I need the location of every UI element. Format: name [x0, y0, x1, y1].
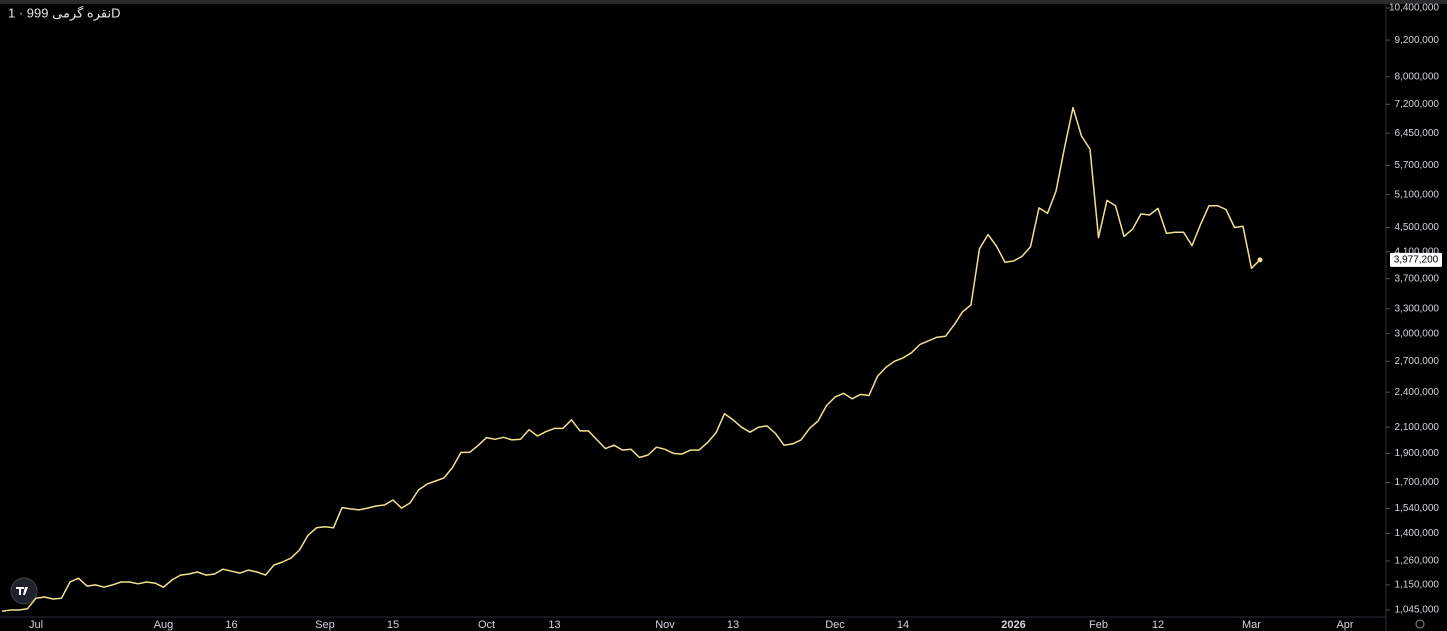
- chart-title: نقره گرمی 999 · 1D: [8, 5, 120, 21]
- x-tick-label: Feb: [1089, 619, 1108, 631]
- x-tick-label: 13: [548, 619, 560, 631]
- y-tick-label: 3,300,000: [1395, 303, 1440, 314]
- y-tick-label: 1,700,000: [1395, 477, 1440, 488]
- x-tick-label: Mar: [1242, 619, 1261, 631]
- y-tick-label: 10,400,000: [1389, 3, 1439, 14]
- logo-mark[interactable]: [16, 587, 28, 595]
- y-tick-label: 7,200,000: [1395, 99, 1440, 110]
- x-tick-label: Jul: [29, 619, 43, 631]
- y-tick-label: 1,260,000: [1395, 556, 1440, 567]
- y-tick-label: 1,540,000: [1395, 503, 1440, 514]
- y-tick-label: 1,400,000: [1395, 528, 1440, 539]
- y-tick-label: 8,000,000: [1395, 71, 1440, 82]
- y-tick-label: 2,100,000: [1395, 422, 1440, 433]
- x-tick-label: 13: [727, 619, 739, 631]
- x-tick-label: Apr: [1336, 619, 1353, 631]
- x-tick-label: 2026: [1001, 619, 1025, 631]
- y-tick-label: 1,150,000: [1395, 580, 1440, 591]
- last-point: [1257, 257, 1263, 263]
- y-tick-label: 5,700,000: [1395, 160, 1440, 171]
- x-tick-label: Dec: [825, 619, 845, 631]
- y-tick-label: 3,700,000: [1395, 273, 1440, 284]
- top-strip: [0, 0, 1447, 4]
- y-tick-label: 6,450,000: [1395, 128, 1440, 139]
- y-tick-label: 1,900,000: [1395, 448, 1440, 459]
- x-tick-label: Sep: [315, 619, 335, 631]
- x-tick-label: Aug: [154, 619, 174, 631]
- last-price-label: 3,977,200: [1394, 254, 1439, 265]
- x-tick-label: Nov: [655, 619, 675, 631]
- y-tick-label: 4,500,000: [1395, 222, 1440, 233]
- x-tick-label: 12: [1152, 619, 1164, 631]
- x-tick-label: 15: [387, 619, 399, 631]
- last-price-badge: [1390, 252, 1442, 267]
- y-tick-label: 1,045,000: [1395, 605, 1440, 616]
- tv-logo[interactable]: [10, 577, 38, 605]
- settings-gear[interactable]: [1415, 619, 1425, 629]
- price-line: [1, 106, 1261, 613]
- y-tick-label: 3,000,000: [1395, 328, 1440, 339]
- y-tick-label: 2,400,000: [1395, 387, 1440, 398]
- y-tick-label: 9,200,000: [1395, 35, 1440, 46]
- y-tick-label: 2,700,000: [1395, 356, 1440, 367]
- settings-icon[interactable]: [1415, 619, 1425, 629]
- y-tick-label: 5,100,000: [1395, 189, 1440, 200]
- x-tick-label: 16: [225, 619, 237, 631]
- y-tick-label: 4,100,000: [1395, 247, 1440, 258]
- x-tick-label: 14: [897, 619, 909, 631]
- x-tick-label: Oct: [478, 619, 495, 631]
